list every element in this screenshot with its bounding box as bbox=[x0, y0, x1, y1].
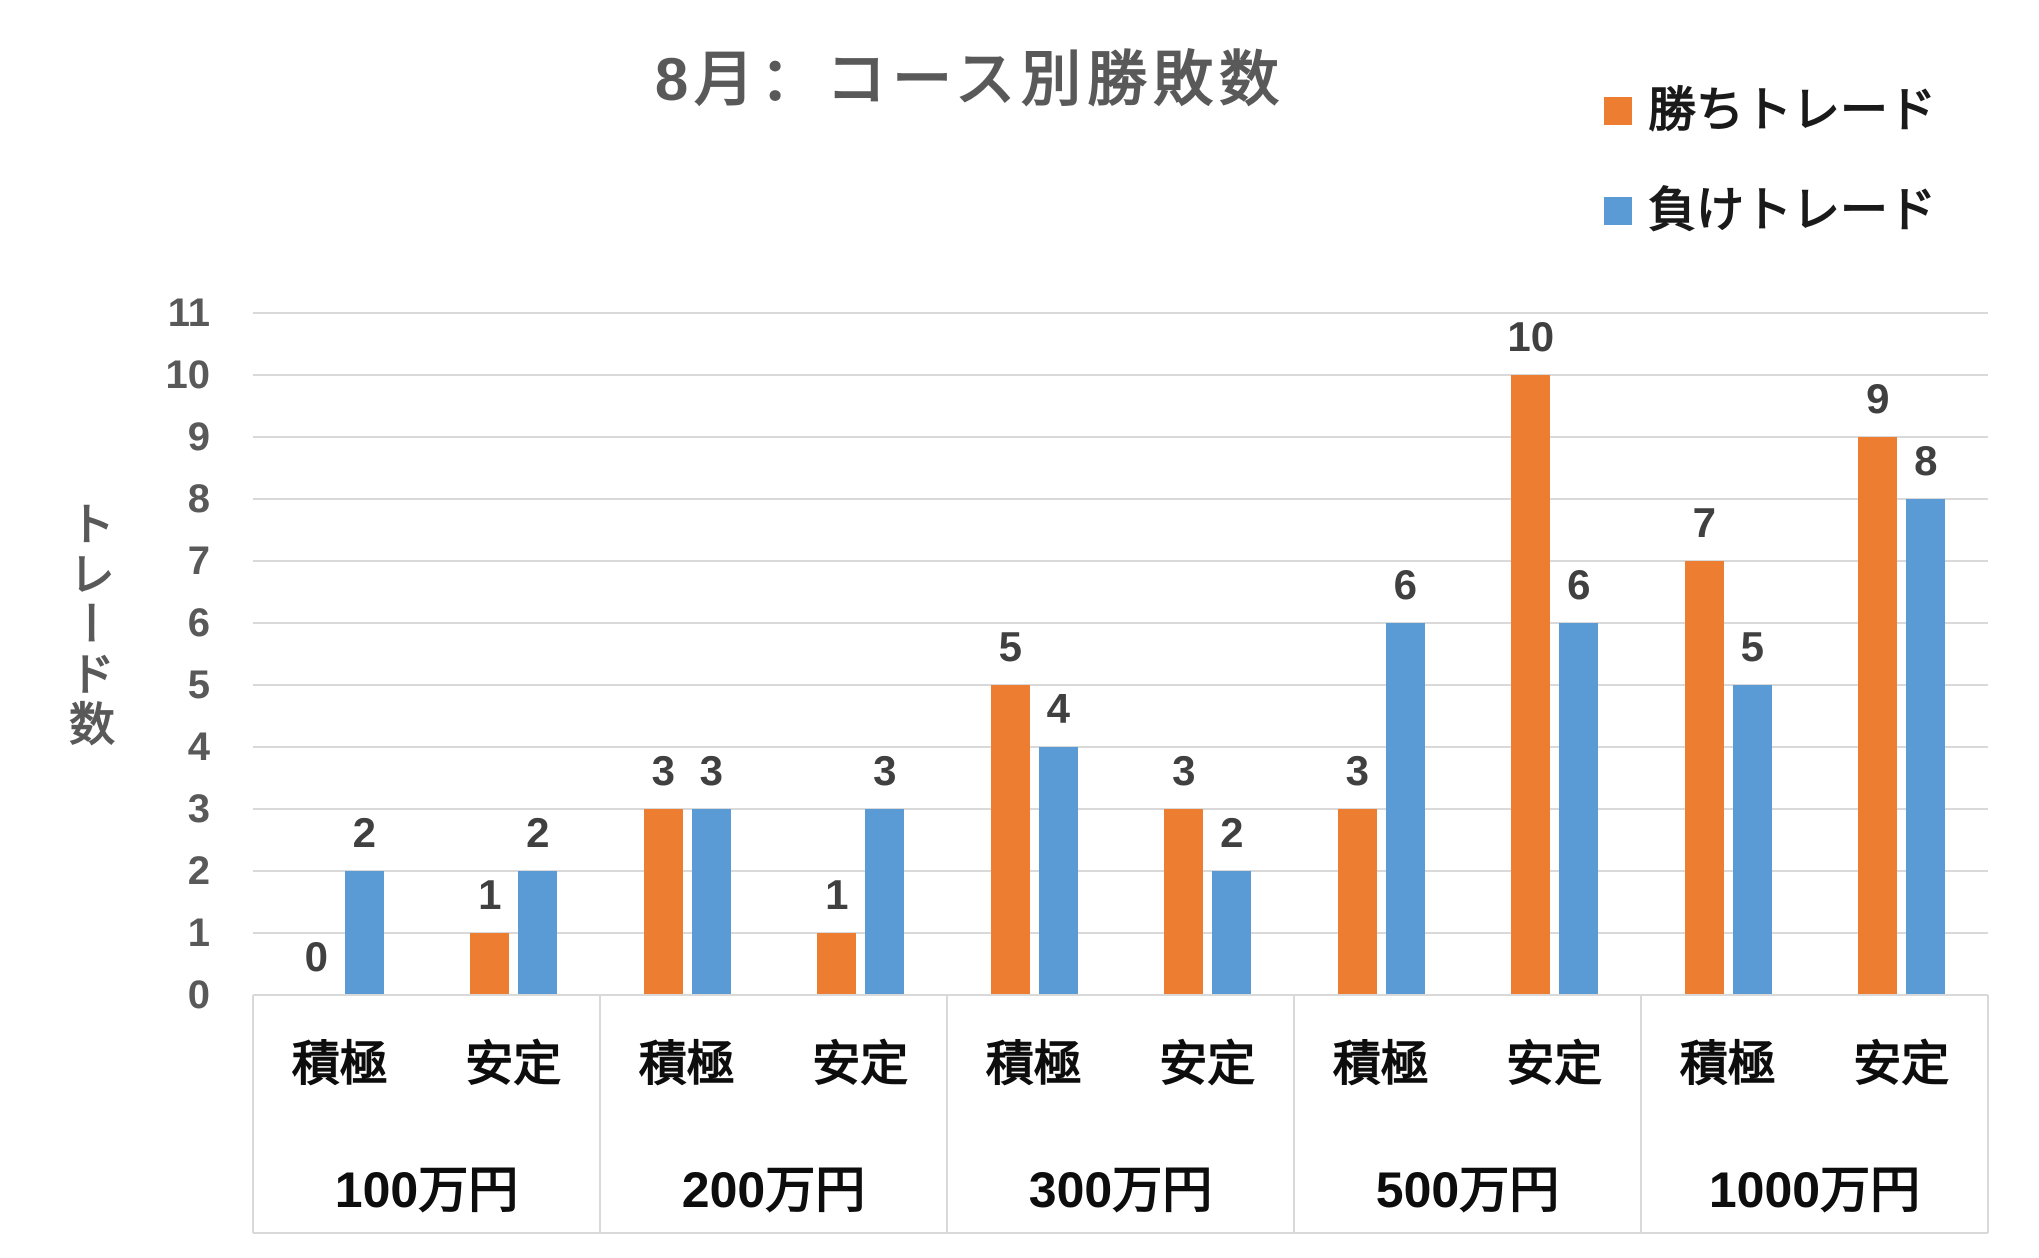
bar-loss-0[interactable] bbox=[344, 871, 384, 995]
y-tick-label-9: 9 bbox=[187, 415, 210, 459]
bar-loss-9[interactable] bbox=[1906, 499, 1946, 995]
gridline-2 bbox=[253, 870, 1988, 872]
legend: 勝ちトレード 負けトレード bbox=[1604, 83, 1936, 283]
axis-table-bottom-line bbox=[253, 1232, 1988, 1234]
bar-value-label: 0 bbox=[304, 933, 328, 980]
legend-label-win: 勝ちトレード bbox=[1648, 84, 1937, 137]
y-tick-label-4: 4 bbox=[187, 725, 210, 769]
legend-swatch-win-icon bbox=[1604, 97, 1632, 125]
legend-item-loss[interactable]: 負けトレード bbox=[1604, 183, 1936, 239]
group-label: 100万円 bbox=[334, 1162, 519, 1218]
bar-value-label: 3 bbox=[651, 747, 675, 794]
y-tick-label-10: 10 bbox=[165, 353, 211, 397]
subcategory-label: 安定 bbox=[1159, 1038, 1256, 1091]
bar-value-label: 3 bbox=[1345, 747, 1369, 794]
bar-value-label: 9 bbox=[1866, 375, 1890, 422]
bar-value-label: 3 bbox=[873, 747, 897, 794]
y-tick-label-0: 0 bbox=[187, 973, 210, 1017]
bar-win-9[interactable] bbox=[1858, 437, 1898, 995]
bar-win-3[interactable] bbox=[817, 933, 857, 995]
bar-loss-8[interactable] bbox=[1732, 685, 1772, 995]
y-axis-title: トレード数 bbox=[63, 500, 115, 750]
bar-win-4[interactable] bbox=[990, 685, 1030, 995]
subcategory-label: 積極 bbox=[638, 1038, 735, 1091]
subcategory-label: 積極 bbox=[291, 1038, 388, 1091]
bar-value-label: 6 bbox=[1393, 561, 1417, 608]
gridline-9 bbox=[253, 436, 1988, 438]
group-divider bbox=[1293, 995, 1295, 1233]
gridline-5 bbox=[253, 684, 1988, 686]
bar-value-label: 2 bbox=[352, 809, 376, 856]
group-label: 200万円 bbox=[681, 1162, 866, 1218]
y-tick-label-8: 8 bbox=[187, 477, 210, 521]
gridline-8 bbox=[253, 498, 1988, 500]
subcategory-label: 積極 bbox=[1332, 1038, 1429, 1091]
gridline-7 bbox=[253, 560, 1988, 562]
gridline-4 bbox=[253, 746, 1988, 748]
group-divider bbox=[1987, 995, 1989, 1233]
bar-value-label: 5 bbox=[998, 623, 1022, 670]
bar-value-label: 3 bbox=[1172, 747, 1196, 794]
bar-win-2[interactable] bbox=[643, 809, 683, 995]
chart-title: 8月：コース別勝敗数 bbox=[654, 46, 1286, 113]
subcategory-label: 安定 bbox=[812, 1038, 909, 1091]
subcategory-label: 安定 bbox=[1853, 1038, 1950, 1091]
bar-value-label: 6 bbox=[1567, 561, 1591, 608]
subcategory-label: 積極 bbox=[1679, 1038, 1776, 1091]
group-divider bbox=[599, 995, 601, 1233]
bar-value-label: 8 bbox=[1914, 437, 1938, 484]
gridline-6 bbox=[253, 622, 1988, 624]
y-tick-label-11: 11 bbox=[167, 291, 210, 335]
group-divider bbox=[1640, 995, 1642, 1233]
group-divider bbox=[252, 995, 254, 1233]
bar-value-label: 3 bbox=[699, 747, 723, 794]
bar-value-label: 2 bbox=[1220, 809, 1244, 856]
gridline-10 bbox=[253, 374, 1988, 376]
y-tick-label-3: 3 bbox=[187, 787, 210, 831]
bar-win-1[interactable] bbox=[470, 933, 510, 995]
bar-loss-2[interactable] bbox=[691, 809, 731, 995]
bar-value-label: 1 bbox=[825, 871, 849, 918]
group-label: 1000万円 bbox=[1708, 1162, 1921, 1218]
bar-value-label: 1 bbox=[478, 871, 502, 918]
bar-loss-1[interactable] bbox=[518, 871, 558, 995]
subcategory-label: 安定 bbox=[1506, 1038, 1603, 1091]
legend-item-win[interactable]: 勝ちトレード bbox=[1604, 83, 1936, 139]
subcategory-label: 積極 bbox=[985, 1038, 1082, 1091]
bar-loss-4[interactable] bbox=[1038, 747, 1078, 995]
bar-win-8[interactable] bbox=[1684, 561, 1724, 995]
y-tick-label-1: 1 bbox=[187, 911, 210, 955]
bar-win-6[interactable] bbox=[1337, 809, 1377, 995]
group-label: 500万円 bbox=[1375, 1162, 1560, 1218]
bar-value-label: 5 bbox=[1740, 623, 1764, 670]
x-axis-line bbox=[253, 994, 1988, 996]
bar-value-label: 10 bbox=[1507, 313, 1555, 360]
gridline-3 bbox=[253, 808, 1988, 810]
bar-win-7[interactable] bbox=[1511, 375, 1551, 995]
gridline-11 bbox=[253, 312, 1988, 314]
legend-label-loss: 負けトレード bbox=[1648, 184, 1937, 237]
y-tick-label-7: 7 bbox=[187, 539, 210, 583]
bar-value-label: 7 bbox=[1692, 499, 1716, 546]
group-divider bbox=[946, 995, 948, 1233]
y-tick-label-6: 6 bbox=[187, 601, 210, 645]
bar-loss-3[interactable] bbox=[865, 809, 905, 995]
bar-value-label: 4 bbox=[1046, 685, 1070, 732]
gridline-1 bbox=[253, 932, 1988, 934]
bar-win-5[interactable] bbox=[1164, 809, 1204, 995]
y-tick-label-5: 5 bbox=[187, 663, 210, 707]
legend-swatch-loss-icon bbox=[1604, 197, 1632, 225]
subcategory-label: 安定 bbox=[465, 1038, 562, 1091]
group-label: 300万円 bbox=[1028, 1162, 1213, 1218]
bar-loss-6[interactable] bbox=[1385, 623, 1425, 995]
bar-value-label: 2 bbox=[526, 809, 550, 856]
bar-loss-7[interactable] bbox=[1559, 623, 1599, 995]
bar-loss-5[interactable] bbox=[1212, 871, 1252, 995]
y-tick-label-2: 2 bbox=[187, 849, 210, 893]
